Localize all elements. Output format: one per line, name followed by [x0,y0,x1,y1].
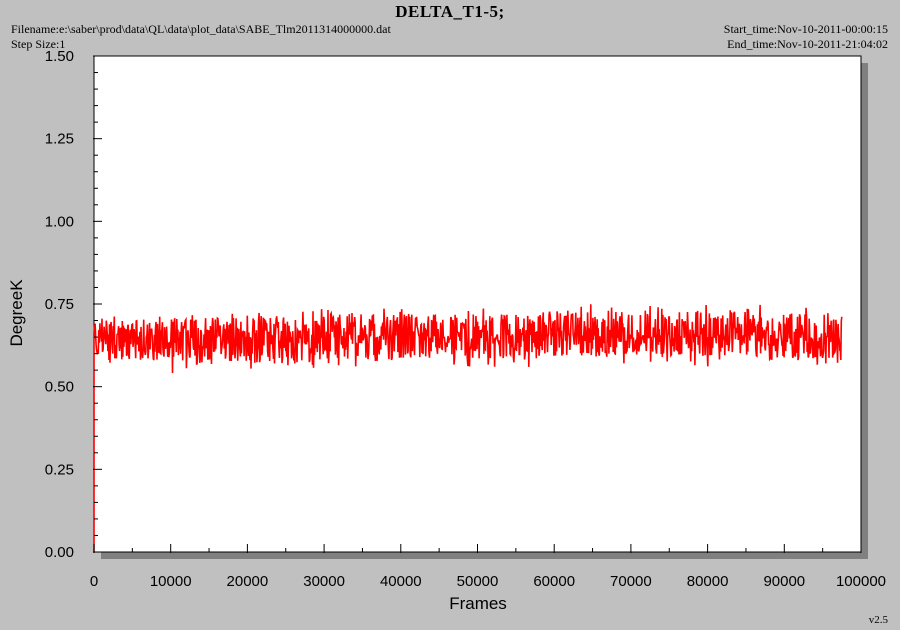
x-tick-label: 70000 [610,573,652,590]
series-line [93,304,843,552]
x-tick-label: 40000 [380,573,422,590]
series-layer [93,304,843,552]
plot-area [93,55,862,553]
x-tick-label: 30000 [303,573,345,590]
x-tick-label: 0 [90,573,98,590]
x-tick-label: 20000 [227,573,269,590]
step-size-label: Step Size:1 [11,37,66,51]
y-tick-label: 0.50 [45,379,74,396]
x-tick-label: 90000 [763,573,805,590]
x-tick-label: 50000 [457,573,499,590]
y-tick-label: 1.00 [45,213,74,230]
chart-title: DELTA_T1-5; [395,2,505,21]
y-tick-label: 1.50 [45,48,74,65]
x-tick-label: 100000 [836,573,886,590]
y-tick-label: 0.25 [45,461,74,478]
x-axis-label: Frames [449,594,507,613]
x-tick-label: 80000 [687,573,729,590]
y-tick-label: 0.75 [45,296,74,313]
y-tick-label: 0.00 [45,544,74,561]
axes-layer: 0.00 0.25 0.50 0.75 1.00 1.25 1.50 0 10000 20000 3… [45,48,886,590]
start-time-label: Start_time:Nov-10-2011-00:00:15 [723,22,888,36]
x-tick-label: 10000 [150,573,192,590]
x-tick-label: 60000 [533,573,575,590]
y-tick-label: 1.25 [45,131,74,148]
y-axis-label: DegreeK [7,279,26,347]
end-time-label: End_time:Nov-10-2011-21:04:02 [727,37,888,51]
filename-label: Filename:e:\saber\prod\data\QL\data\plot… [11,22,391,36]
version-label: v2.5 [868,614,888,626]
